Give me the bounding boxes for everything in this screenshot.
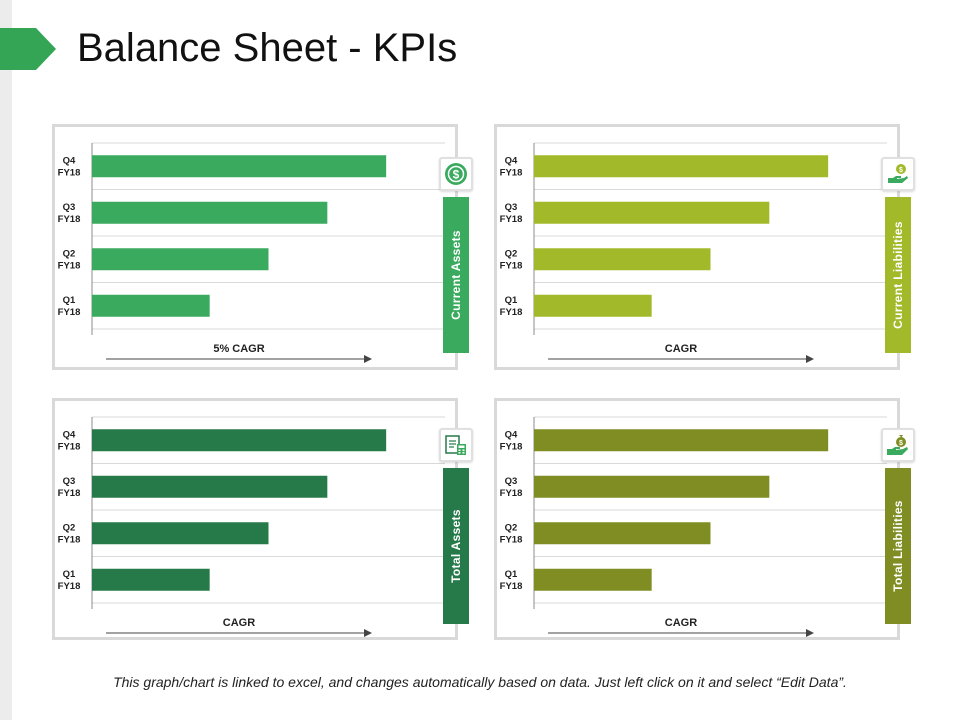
svg-text:$: $ [899,167,903,174]
hand-coin-icon: $ [888,164,908,183]
tick-label-quarter: Q1 [505,569,518,580]
tick-label-year: FY18 [500,167,523,178]
title-arrow-tag [0,28,56,70]
tick-label-quarter: Q2 [505,522,518,533]
hand-money-bag-icon: $ [887,435,908,455]
bar-q2-fy18 [92,248,269,271]
tick-label-quarter: Q1 [63,569,76,580]
icon-box-current-liabilities: $ [881,157,915,191]
x-axis-label: 5% CAGR [213,343,264,355]
icon-box-current-assets: $ [439,157,473,191]
tick-label-quarter: Q4 [505,429,518,440]
bar-q3-fy18 [92,475,328,498]
tick-label-year: FY18 [58,167,81,178]
left-accent-strip [0,0,12,720]
tick-label-quarter: Q1 [505,295,518,306]
tick-label-quarter: Q3 [505,476,518,487]
bar-q4-fy18 [92,429,387,452]
tick-label-year: FY18 [500,214,523,225]
bar-q1-fy18 [92,294,210,317]
label-bar-current-liabilities: Current Liabilities [885,197,911,353]
label-bar-total-assets: Total Assets [443,468,469,624]
bar-q1-fy18 [534,294,652,317]
tick-label-quarter: Q2 [63,522,76,533]
tick-label-year: FY18 [58,581,81,592]
tick-label-year: FY18 [58,307,81,318]
bar-q4-fy18 [534,155,829,178]
bar-q1-fy18 [92,568,210,591]
x-axis-label: CAGR [223,617,255,629]
bar-q3-fy18 [534,201,770,224]
tick-label-quarter: Q3 [505,202,518,213]
label-bar-total-liabilities: Total Liabilities [885,468,911,624]
label-total-liabilities: Total Liabilities [891,500,905,592]
tick-label-year: FY18 [58,441,81,452]
footnote: This graph/chart is linked to excel, and… [113,674,847,690]
tick-label-year: FY18 [58,260,81,271]
bar-q4-fy18 [534,429,829,452]
svg-text:$: $ [453,168,460,182]
svg-text:$: $ [899,440,903,447]
tick-label-year: FY18 [500,307,523,318]
label-current-assets: Current Assets [449,230,463,320]
icon-box-total-liabilities: $ [881,428,915,462]
tick-label-quarter: Q4 [63,429,76,440]
x-axis-label: CAGR [665,343,697,355]
label-bar-current-assets: Current Assets [443,197,469,353]
page-title: Balance Sheet - KPIs [77,26,458,70]
bar-q2-fy18 [92,522,269,545]
tick-label-quarter: Q4 [505,155,518,166]
bar-q1-fy18 [534,568,652,591]
tick-label-quarter: Q3 [63,476,76,487]
icon-box-total-assets [439,428,473,462]
tick-label-year: FY18 [58,488,81,499]
x-axis-label: CAGR [665,617,697,629]
tick-label-year: FY18 [58,534,81,545]
tick-label-quarter: Q2 [505,248,518,259]
tick-label-year: FY18 [500,441,523,452]
label-total-assets: Total Assets [449,509,463,583]
calculator-report-icon [445,435,466,455]
bar-q3-fy18 [92,201,328,224]
tick-label-quarter: Q4 [63,155,76,166]
tick-label-quarter: Q2 [63,248,76,259]
bar-q2-fy18 [534,248,711,271]
tick-label-year: FY18 [500,260,523,271]
bar-q3-fy18 [534,475,770,498]
tick-label-year: FY18 [500,581,523,592]
dollar-coin-icon: $ [445,163,467,185]
tick-label-year: FY18 [500,534,523,545]
cagr-arrow-head [364,629,372,637]
cagr-arrow-head [806,355,814,363]
tick-label-quarter: Q3 [63,202,76,213]
cagr-arrow-head [806,629,814,637]
bar-q4-fy18 [92,155,387,178]
tick-label-quarter: Q1 [63,295,76,306]
bar-q2-fy18 [534,522,711,545]
label-current-liabilities: Current Liabilities [891,221,905,329]
cagr-arrow-head [364,355,372,363]
tick-label-year: FY18 [58,214,81,225]
tick-label-year: FY18 [500,488,523,499]
